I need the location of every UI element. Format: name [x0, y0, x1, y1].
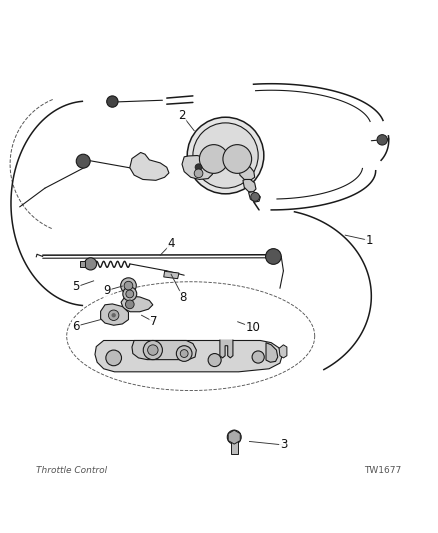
Text: 6: 6: [73, 320, 80, 333]
Circle shape: [252, 351, 264, 363]
Circle shape: [143, 341, 162, 360]
Circle shape: [251, 192, 259, 201]
Polygon shape: [182, 156, 214, 180]
Text: 9: 9: [103, 284, 111, 297]
Text: 2: 2: [178, 109, 186, 122]
Polygon shape: [279, 345, 287, 358]
Polygon shape: [266, 343, 278, 362]
Circle shape: [107, 96, 118, 107]
Text: 7: 7: [150, 316, 158, 328]
Circle shape: [125, 300, 134, 309]
Polygon shape: [228, 430, 240, 444]
Text: 10: 10: [246, 321, 260, 334]
Circle shape: [106, 350, 121, 366]
Circle shape: [126, 290, 134, 298]
Circle shape: [223, 144, 252, 173]
Text: 5: 5: [73, 280, 80, 294]
Circle shape: [227, 430, 241, 444]
Circle shape: [265, 249, 281, 264]
Polygon shape: [132, 341, 196, 360]
Text: 4: 4: [167, 237, 175, 251]
Polygon shape: [130, 152, 169, 180]
Polygon shape: [239, 165, 254, 180]
Text: 1: 1: [365, 234, 373, 247]
Polygon shape: [121, 296, 153, 312]
Circle shape: [199, 144, 228, 173]
Circle shape: [194, 169, 203, 177]
Polygon shape: [249, 192, 260, 202]
Polygon shape: [101, 304, 128, 325]
Circle shape: [124, 281, 133, 290]
Polygon shape: [164, 271, 179, 279]
Circle shape: [377, 135, 388, 145]
Circle shape: [180, 350, 188, 358]
Text: TW1677: TW1677: [364, 465, 402, 474]
Circle shape: [148, 345, 158, 356]
Text: 8: 8: [180, 292, 187, 304]
Text: 3: 3: [280, 439, 287, 451]
Polygon shape: [243, 180, 256, 192]
Circle shape: [208, 353, 221, 367]
Circle shape: [193, 123, 258, 188]
Circle shape: [195, 164, 202, 171]
Text: Throttle Control: Throttle Control: [36, 465, 107, 474]
Circle shape: [112, 313, 116, 318]
Circle shape: [76, 154, 90, 168]
Circle shape: [123, 287, 137, 301]
Polygon shape: [220, 340, 233, 358]
Circle shape: [187, 117, 264, 194]
Circle shape: [109, 310, 119, 320]
Circle shape: [177, 346, 192, 361]
Polygon shape: [95, 341, 282, 372]
Polygon shape: [80, 261, 85, 266]
Polygon shape: [231, 437, 238, 454]
Circle shape: [85, 258, 97, 270]
Circle shape: [120, 278, 136, 294]
